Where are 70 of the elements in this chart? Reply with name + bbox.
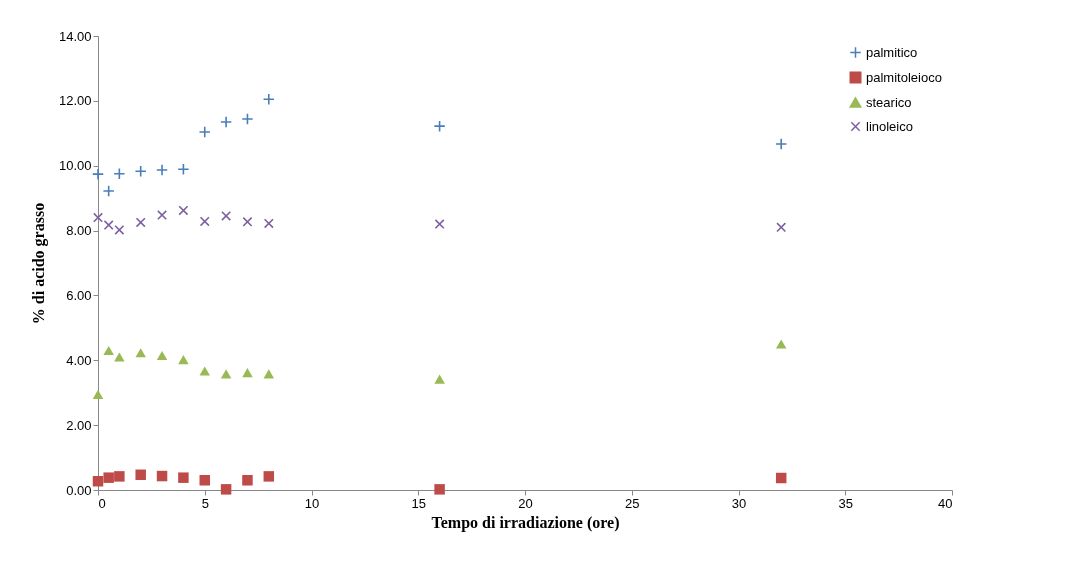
point xyxy=(178,355,189,365)
point xyxy=(775,472,787,484)
point xyxy=(199,475,210,486)
point xyxy=(262,93,275,106)
point xyxy=(156,470,168,482)
point xyxy=(220,484,232,495)
x-tick-label: 30 xyxy=(731,495,747,511)
point xyxy=(776,222,787,233)
point xyxy=(178,472,189,483)
point xyxy=(103,472,114,483)
point xyxy=(199,216,210,227)
point xyxy=(263,471,275,482)
point xyxy=(135,217,146,228)
point xyxy=(134,165,147,178)
x-tick-label: 10 xyxy=(304,495,320,511)
legend-label: palmitoleioco xyxy=(866,69,942,85)
x-tick-label: 40 xyxy=(938,495,953,511)
point xyxy=(156,163,169,176)
point xyxy=(434,219,445,230)
point xyxy=(102,184,115,198)
point xyxy=(220,369,232,379)
y-tick-label: 4.00 xyxy=(66,352,92,368)
point xyxy=(775,137,788,151)
point xyxy=(103,220,114,231)
point xyxy=(242,475,253,486)
x-tick-label: 20 xyxy=(518,495,533,511)
point xyxy=(177,163,190,176)
point xyxy=(221,210,232,221)
x-axis-title: Tempo di irradiazione (ore) xyxy=(431,513,620,532)
x-tick-label: 0 xyxy=(98,495,106,511)
point xyxy=(103,346,114,356)
legend-label: palmitico xyxy=(866,44,918,60)
legend-label: linoleico xyxy=(866,118,913,134)
y-tick-label: 10.00 xyxy=(58,158,92,174)
point xyxy=(135,469,146,480)
point xyxy=(433,120,446,133)
point xyxy=(198,125,211,139)
y-tick-label: 14.00 xyxy=(58,28,92,44)
x-tick-label: 35 xyxy=(838,495,853,511)
point xyxy=(114,224,125,235)
point xyxy=(434,484,445,495)
legend-label: stearico xyxy=(866,94,912,110)
point xyxy=(114,471,125,482)
point xyxy=(135,348,146,358)
point xyxy=(178,205,189,216)
point xyxy=(199,366,210,376)
point xyxy=(242,216,253,227)
point xyxy=(93,212,103,223)
x-tick-label: 25 xyxy=(625,495,640,511)
y-tick-label: 8.00 xyxy=(66,223,92,239)
point xyxy=(92,476,104,487)
x-tick-label: 5 xyxy=(201,495,209,511)
point xyxy=(113,167,126,180)
point xyxy=(156,350,168,360)
y-axis-title: % di acido grasso xyxy=(29,202,48,325)
x-tick-label: 15 xyxy=(411,495,426,511)
point xyxy=(220,115,233,128)
point xyxy=(263,218,274,229)
y-tick-label: 0.00 xyxy=(66,482,92,498)
y-tick-label: 6.00 xyxy=(66,287,92,303)
point xyxy=(114,352,125,362)
point xyxy=(775,339,787,349)
point xyxy=(92,389,104,399)
point xyxy=(434,374,445,384)
point xyxy=(242,368,253,378)
point xyxy=(157,210,168,220)
y-tick-label: 12.00 xyxy=(58,93,92,109)
y-tick-label: 2.00 xyxy=(66,417,92,433)
point xyxy=(91,168,105,181)
point xyxy=(241,112,254,126)
